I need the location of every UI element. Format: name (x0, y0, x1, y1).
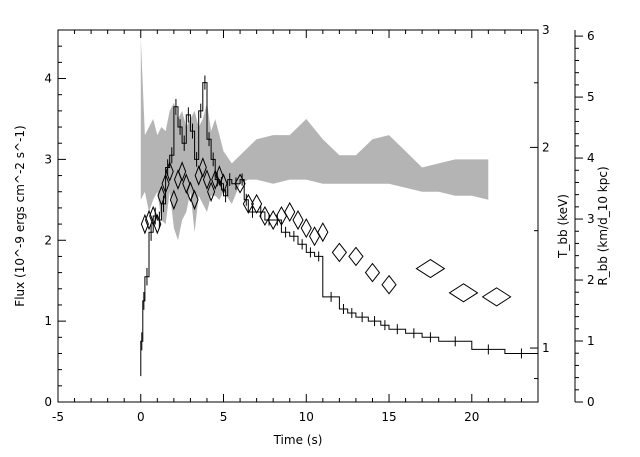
radius-diamond-marker (219, 173, 228, 195)
flux-axis: 0 1 2 3 4 (44, 29, 66, 409)
radius-diamond-marker (207, 181, 216, 203)
x-tick-label: 20 (464, 410, 479, 424)
flux-axis-label: Flux (10^-9 ergs cm^-2 s^-1) (13, 125, 27, 306)
x-tick-label: 15 (381, 410, 396, 424)
radius-diamond-marker (481, 287, 512, 307)
temperature-tick-label: 2 (542, 140, 550, 154)
radius-diamond-marker (300, 218, 312, 239)
radius-diamond-marker (178, 161, 187, 182)
temperature-tick-label: 1 (542, 341, 550, 355)
time-axis: -5 0 5 10 15 20 (52, 30, 539, 424)
radius-diamond-marker (348, 246, 364, 267)
flux-tick-label: 4 (44, 72, 52, 86)
radius-diamond-marker (215, 165, 224, 186)
temperature-axis-label: T_bb (keV) (556, 194, 570, 259)
radius-tick-label: 4 (587, 151, 595, 165)
radius-diamond-marker (190, 189, 199, 211)
radius-diamond-marker (186, 181, 195, 203)
radius-diamond-marker (157, 185, 166, 207)
radius-diamond-marker (317, 222, 329, 243)
radius-diamond-marker (292, 210, 304, 231)
radius-diamond-marker (211, 169, 220, 190)
radius-diamond-marker (259, 205, 271, 227)
radius-diamond-marker (331, 242, 348, 263)
radius-diamond-marker (182, 173, 191, 195)
radius-diamond-marker (198, 157, 207, 178)
radius-diamond-marker (161, 173, 170, 195)
radius-diamond-marker (140, 213, 149, 235)
flux-tick-label: 3 (44, 152, 52, 166)
radius-diamond-marker (415, 258, 446, 279)
radius-diamond-marker (165, 161, 174, 182)
radius-tick-label: 6 (587, 29, 595, 43)
radius-diamond-marker (284, 201, 296, 222)
x-tick-label: 0 (137, 410, 145, 424)
radius-tick-label: 3 (587, 212, 595, 226)
radius-diamond-marker (144, 209, 154, 231)
radius-diamond-marker (251, 193, 263, 214)
flux-tick-label: 2 (44, 233, 52, 247)
radius-diamond-marker (202, 169, 212, 190)
radius-diamond-marker (448, 283, 479, 303)
radius-diamond-marker (308, 226, 321, 247)
radius-axis-label: R_bb (km/d_10 kpc) (596, 166, 610, 285)
radius-diamond-marker (381, 274, 397, 295)
flux-histogram-layer (140, 75, 539, 377)
radius-tick-label: 5 (587, 90, 595, 104)
radius-diamond-marker (364, 262, 381, 283)
x-tick-label: 5 (220, 410, 228, 424)
radius-tick-label: 0 (587, 395, 595, 409)
radius-axis: 0 1 2 3 4 5 6 (575, 29, 595, 409)
flux-tick-label: 1 (44, 314, 52, 328)
radius-diamond-marker (153, 213, 162, 235)
flux-tick-label: 0 (44, 395, 52, 409)
temperature-axis: 1 2 3 (530, 23, 550, 380)
radius-tick-label: 2 (587, 273, 595, 287)
temperature-band-layer (140, 38, 489, 241)
radius-diamond-layer (140, 157, 512, 307)
radius-diamond-marker (149, 205, 158, 227)
plot-frame (57, 29, 539, 403)
radius-diamond-marker (242, 193, 254, 214)
temperature-tick-label: 3 (542, 23, 550, 37)
radius-tick-label: 1 (587, 334, 595, 348)
radius-diamond-marker (234, 173, 246, 194)
x-tick-label: -5 (52, 410, 64, 424)
temperature-band (140, 38, 489, 241)
radius-diamond-marker (169, 189, 178, 211)
x-axis-label: Time (s) (273, 433, 323, 447)
x-tick-label: 10 (299, 410, 314, 424)
